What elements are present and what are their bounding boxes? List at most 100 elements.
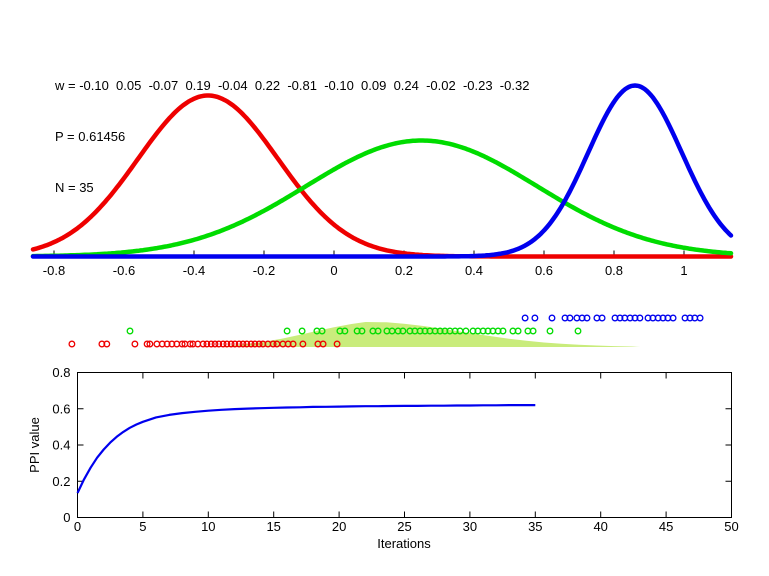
sample-point bbox=[243, 340, 251, 348]
sample-point bbox=[143, 340, 151, 348]
sample-point bbox=[421, 327, 429, 335]
bottom-x-tick-label: 20 bbox=[332, 519, 346, 534]
top-x-tick-label: 1 bbox=[680, 263, 687, 278]
sample-point bbox=[374, 327, 382, 335]
bottom-x-tick-label: 10 bbox=[201, 519, 215, 534]
sample-point bbox=[298, 327, 306, 335]
sample-point bbox=[644, 314, 652, 322]
green-samples bbox=[126, 327, 582, 335]
top-x-tick-label: -0.6 bbox=[113, 263, 135, 278]
sample-point bbox=[469, 327, 477, 335]
blue-component-curve bbox=[30, 83, 734, 259]
sample-point bbox=[574, 327, 582, 335]
sample-point bbox=[269, 340, 277, 348]
sample-point bbox=[561, 314, 569, 322]
bottom-plot-box bbox=[77, 372, 732, 518]
bottom-x-tick-label: 35 bbox=[528, 519, 542, 534]
sample-point bbox=[631, 314, 639, 322]
sample-point bbox=[318, 327, 326, 335]
sample-point bbox=[583, 314, 591, 322]
bottom-x-tick-label: 0 bbox=[74, 519, 81, 534]
sample-point bbox=[289, 340, 297, 348]
sample-point bbox=[146, 340, 154, 348]
ppi-curve bbox=[76, 404, 536, 494]
sample-point bbox=[299, 340, 307, 348]
sample-point bbox=[341, 327, 349, 335]
bottom-y-tick-label: 0.6 bbox=[52, 401, 70, 416]
bottom-y-tick-label: 0 bbox=[63, 510, 70, 525]
sample-point bbox=[514, 327, 522, 335]
sample-point bbox=[399, 327, 407, 335]
sample-point bbox=[207, 340, 215, 348]
bottom-x-tick-label: 25 bbox=[397, 519, 411, 534]
sample-point bbox=[247, 340, 255, 348]
sample-point bbox=[394, 327, 402, 335]
top-x-tick-label: -0.8 bbox=[43, 263, 65, 278]
sample-point bbox=[531, 314, 539, 322]
bottom-x-tick-label: 5 bbox=[139, 519, 146, 534]
iterations-axis-label: Iterations bbox=[377, 536, 431, 551]
sample-point bbox=[227, 340, 235, 348]
sample-point bbox=[178, 340, 186, 348]
sample-point bbox=[223, 340, 231, 348]
sample-point bbox=[566, 314, 574, 322]
green-component-curve bbox=[30, 138, 734, 259]
bottom-x-tick-label: 30 bbox=[463, 519, 477, 534]
sample-point bbox=[255, 340, 263, 348]
sample-point bbox=[636, 314, 644, 322]
sample-point bbox=[211, 340, 219, 348]
sample-point bbox=[319, 340, 327, 348]
sample-point bbox=[251, 340, 259, 348]
bottom-x-tick-label: 15 bbox=[266, 519, 280, 534]
sample-point bbox=[231, 340, 239, 348]
top-x-tick-label: -0.2 bbox=[253, 263, 275, 278]
sample-point bbox=[68, 340, 76, 348]
sample-point bbox=[131, 340, 139, 348]
n-value-line: N = 35 bbox=[55, 180, 94, 195]
sample-point bbox=[158, 340, 166, 348]
sample-point bbox=[126, 327, 134, 335]
sample-point bbox=[626, 314, 634, 322]
blue-samples bbox=[521, 314, 704, 322]
sample-point bbox=[235, 340, 243, 348]
sample-point bbox=[494, 327, 502, 335]
red-component-curve bbox=[30, 93, 734, 259]
bottom-x-tick-label: 45 bbox=[659, 519, 673, 534]
sample-point bbox=[98, 340, 106, 348]
sample-scatter-strip bbox=[68, 314, 704, 348]
top-x-tick-label: 0.6 bbox=[535, 263, 553, 278]
top-x-tick-label: 0.8 bbox=[605, 263, 623, 278]
bottom-y-tick-label: 0.2 bbox=[52, 474, 70, 489]
weights-line: w = -0.10 0.05 -0.07 0.19 -0.04 0.22 -0.… bbox=[55, 78, 530, 93]
bottom-y-tick-label: 0.4 bbox=[52, 438, 70, 453]
sample-point bbox=[529, 327, 537, 335]
sample-point bbox=[669, 314, 677, 322]
sample-point bbox=[696, 314, 704, 322]
sample-point bbox=[186, 340, 194, 348]
sample-point bbox=[484, 327, 492, 335]
sample-point bbox=[499, 327, 507, 335]
sample-point bbox=[548, 314, 556, 322]
top-x-tick-label: 0.2 bbox=[395, 263, 413, 278]
bottom-x-tick-label: 50 bbox=[724, 519, 738, 534]
sample-point bbox=[546, 327, 554, 335]
sample-point bbox=[353, 327, 361, 335]
sample-point bbox=[416, 327, 424, 335]
parameter-annotation: w = -0.10 0.05 -0.07 0.19 -0.04 0.22 -0.… bbox=[55, 43, 529, 230]
sample-point bbox=[616, 314, 624, 322]
ppi-axis-label: PPI value bbox=[27, 417, 42, 473]
sample-point bbox=[598, 314, 606, 322]
sample-point bbox=[578, 314, 586, 322]
top-x-tick-label: 0 bbox=[330, 263, 337, 278]
sample-point bbox=[239, 340, 247, 348]
bottom-y-tick-label: 0.8 bbox=[52, 365, 70, 380]
sample-point bbox=[521, 314, 529, 322]
sample-point bbox=[479, 327, 487, 335]
sample-point bbox=[168, 340, 176, 348]
sample-point bbox=[163, 340, 171, 348]
sample-point bbox=[654, 314, 662, 322]
sample-point bbox=[189, 340, 197, 348]
sample-point bbox=[686, 314, 694, 322]
